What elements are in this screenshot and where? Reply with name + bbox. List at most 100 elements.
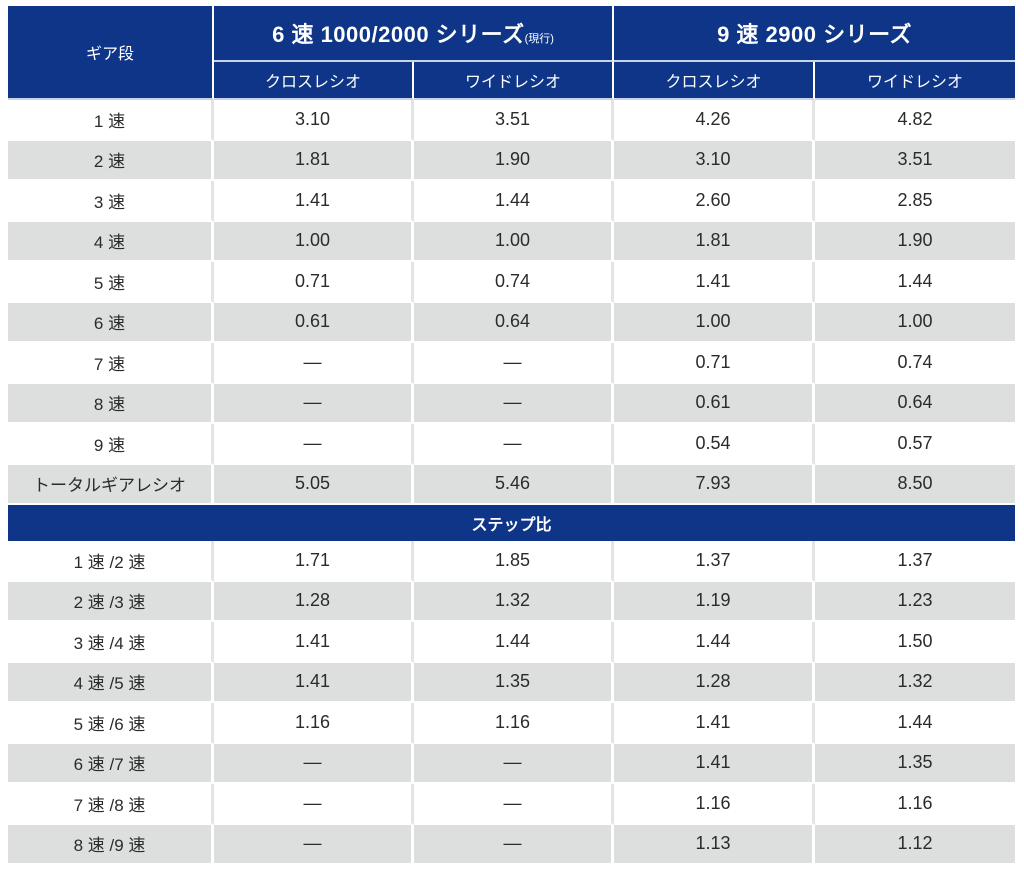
- section-title: ステップ比: [8, 505, 1016, 541]
- cell: 0.57: [815, 424, 1016, 465]
- row-label: トータルギアレシオ: [8, 464, 214, 505]
- gear-ratio-rows: 1 速 3.10 3.51 4.26 4.82 2 速 1.81 1.90 3.10 3.51 …: [8, 100, 1016, 865]
- row-label: 3 速: [8, 181, 214, 222]
- series-9speed-header: 9 速 2900 シリーズ: [614, 6, 1016, 62]
- cell: 0.61: [214, 302, 414, 343]
- cell: 0.64: [414, 302, 615, 343]
- subcolumn-header: ワイドレシオ: [414, 62, 615, 100]
- cell: 1.16: [214, 703, 414, 744]
- cell: 1.37: [614, 541, 816, 582]
- row-label: 9 速: [8, 424, 214, 465]
- table-row: 8 速 /9 速 — —1.13 1.12: [8, 824, 1016, 865]
- cell: 3.10: [614, 140, 816, 181]
- row-label: 1 速 /2 速: [8, 541, 214, 582]
- cell: 1.23: [815, 581, 1016, 622]
- cell: 1.41: [214, 181, 414, 222]
- cell: 1.28: [614, 662, 816, 703]
- row-label: 5 速 /6 速: [8, 703, 214, 744]
- subcolumn-header: ワイドレシオ: [815, 62, 1016, 100]
- cell: —: [214, 784, 414, 825]
- cell: 4.26: [614, 100, 816, 141]
- cell: 8.50: [815, 464, 1016, 505]
- cell: 4.82: [815, 100, 1016, 141]
- cell: —: [214, 743, 414, 784]
- table-row: 9 速 — —0.54 0.57: [8, 424, 1016, 465]
- row-label: 1 速: [8, 100, 214, 141]
- cell: 3.51: [414, 100, 615, 141]
- cell: —: [414, 784, 615, 825]
- cell: 1.12: [815, 824, 1016, 865]
- table-row: 7 速 — —0.71 0.74: [8, 343, 1016, 384]
- cell: 1.16: [815, 784, 1016, 825]
- cell: 5.46: [414, 464, 615, 505]
- row-label: 2 速 /3 速: [8, 581, 214, 622]
- cell: 1.00: [815, 302, 1016, 343]
- table-row: 5 速 0.71 0.74 1.41 1.44: [8, 262, 1016, 303]
- cell: 1.32: [815, 662, 1016, 703]
- row-label: 2 速: [8, 140, 214, 181]
- cell: 1.50: [815, 622, 1016, 663]
- series-6speed-header: 6 速 1000/2000 シリーズ(現行): [214, 6, 615, 62]
- cell: 1.85: [414, 541, 615, 582]
- cell: —: [214, 424, 414, 465]
- cell: 1.44: [815, 262, 1016, 303]
- table-row: 6 速 /7 速 — —1.41 1.35: [8, 743, 1016, 784]
- row-label: 4 速 /5 速: [8, 662, 214, 703]
- table-row: 4 速 /5 速 1.41 1.35 1.28 1.32: [8, 662, 1016, 703]
- cell: 7.93: [614, 464, 816, 505]
- gear-ratio-table: ギア段 6 速 1000/2000 シリーズ(現行) 9 速 2900 シリーズ…: [8, 6, 1016, 865]
- cell: 1.44: [614, 622, 816, 663]
- row-label: 8 速: [8, 383, 214, 424]
- cell: 0.54: [614, 424, 816, 465]
- cell: 1.71: [214, 541, 414, 582]
- cell: 1.81: [214, 140, 414, 181]
- table-row: 8 速 — —0.61 0.64: [8, 383, 1016, 424]
- table-row: 6 速 0.61 0.64 1.00 1.00: [8, 302, 1016, 343]
- cell: 1.16: [414, 703, 615, 744]
- table-row: 3 速 1.41 1.44 2.60 2.85: [8, 181, 1016, 222]
- cell: 0.61: [614, 383, 816, 424]
- table-row: 7 速 /8 速 — —1.16 1.16: [8, 784, 1016, 825]
- row-label: 4 速: [8, 221, 214, 262]
- cell: 0.74: [414, 262, 615, 303]
- row-label: 5 速: [8, 262, 214, 303]
- row-label: 8 速 /9 速: [8, 824, 214, 865]
- cell: 1.41: [614, 262, 816, 303]
- cell: 0.64: [815, 383, 1016, 424]
- cell: 0.71: [214, 262, 414, 303]
- subcolumn-header: クロスレシオ: [614, 62, 816, 100]
- cell: 1.35: [815, 743, 1016, 784]
- cell: 1.00: [614, 302, 816, 343]
- cell: 1.44: [414, 181, 615, 222]
- cell: —: [414, 743, 615, 784]
- cell: —: [214, 383, 414, 424]
- cell: 1.41: [614, 703, 816, 744]
- row-label: 3 速 /4 速: [8, 622, 214, 663]
- cell: 3.51: [815, 140, 1016, 181]
- cell: 3.10: [214, 100, 414, 141]
- cell: —: [414, 824, 615, 865]
- cell: 1.16: [614, 784, 816, 825]
- table-row: 5 速 /6 速 1.16 1.16 1.41 1.44: [8, 703, 1016, 744]
- row-label: 7 速: [8, 343, 214, 384]
- table-row: 4 速 1.00 1.00 1.81 1.90: [8, 221, 1016, 262]
- table-row: 3 速 /4 速 1.41 1.44 1.44 1.50: [8, 622, 1016, 663]
- series-title: 6 速 1000/2000 シリーズ: [272, 22, 525, 47]
- subcolumn-header: クロスレシオ: [214, 62, 414, 100]
- cell: —: [414, 383, 615, 424]
- cell: 1.90: [815, 221, 1016, 262]
- cell: 2.60: [614, 181, 816, 222]
- cell: —: [214, 824, 414, 865]
- cell: 1.44: [414, 622, 615, 663]
- cell: 1.28: [214, 581, 414, 622]
- cell: 1.41: [214, 622, 414, 663]
- table-row: 1 速 /2 速 1.71 1.85 1.37 1.37: [8, 541, 1016, 582]
- cell: —: [414, 343, 615, 384]
- table-row: 2 速 /3 速 1.28 1.32 1.19 1.23: [8, 581, 1016, 622]
- cell: 1.37: [815, 541, 1016, 582]
- gear-column-header: ギア段: [8, 6, 214, 100]
- table-header: ギア段 6 速 1000/2000 シリーズ(現行) 9 速 2900 シリーズ…: [8, 6, 1016, 100]
- row-label: 7 速 /8 速: [8, 784, 214, 825]
- cell: 1.32: [414, 581, 615, 622]
- cell: 1.44: [815, 703, 1016, 744]
